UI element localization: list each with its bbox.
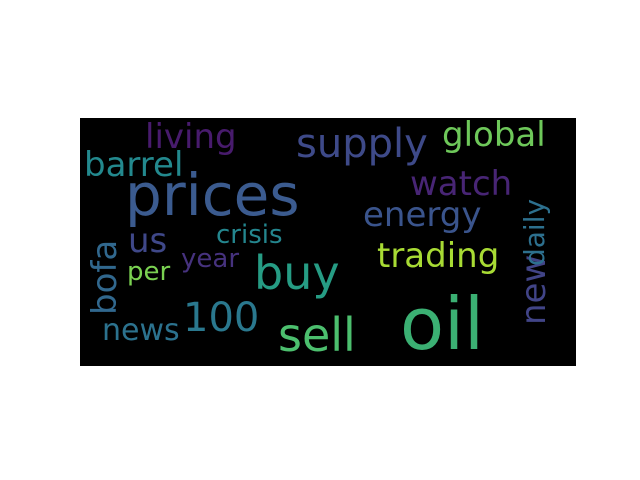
word-cloud-canvas: oil prices buy sell supply global energy… [80,118,576,366]
word-buy: buy [254,246,340,300]
word-supply: supply [296,121,428,167]
word-sell: sell [278,308,356,362]
word-oil: oil [400,282,485,366]
word-energy: energy [363,195,482,235]
word-per: per [127,257,171,287]
word-us: us [128,221,168,261]
word-100: 100 [183,295,260,341]
word-living: living [145,118,237,157]
word-bofa: bofa [85,239,125,315]
word-news: news [102,313,180,348]
word-global: global [442,118,546,155]
word-year: year [181,244,240,274]
word-barrel: barrel [84,145,184,185]
word-trading: trading [377,236,500,276]
word-crisis: crisis [216,220,283,250]
word-watch: watch [410,164,513,204]
word-daily: daily [518,198,551,266]
word-prices: prices [125,161,300,229]
